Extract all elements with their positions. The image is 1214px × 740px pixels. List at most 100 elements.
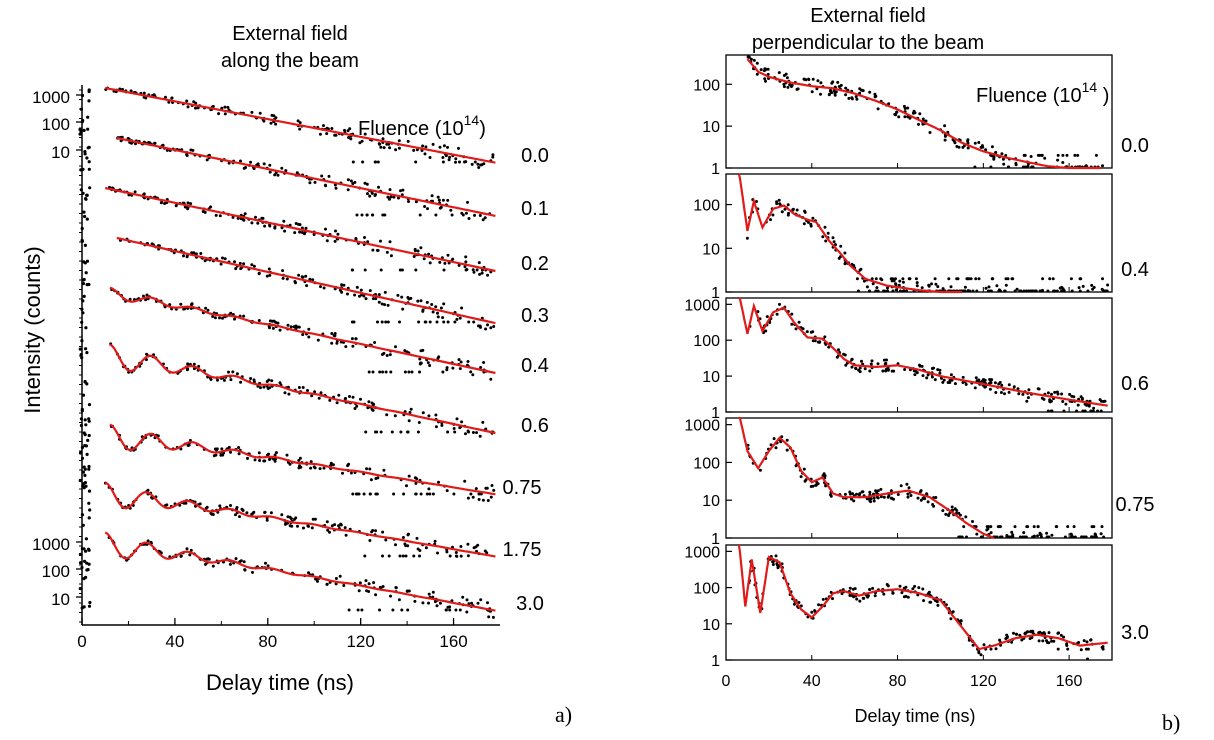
panel-a-data-point-0.3 [281,276,285,280]
panel-a-data-point-0.3 [304,274,308,278]
panel-a-data-point-0.1 [324,184,328,188]
panel-b-data-point-0.0 [1101,164,1104,168]
panel-a-data-point-0.75 [489,495,493,499]
panel-b-data-point-3.0 [817,603,821,607]
panel-a-data-point-0.2 [363,268,367,272]
panel-a-data-point-1.75 [415,536,419,540]
panel-b-data-point-0.75 [1092,535,1096,539]
panel-a-data-point-0.1 [308,181,312,185]
panel-a-data-point-0.3 [492,325,496,328]
panel-b-data-point-3.0 [855,597,859,601]
panel-a-data-point-1.75 [184,501,188,505]
panel-a-data-point-0.0 [318,132,322,136]
panel-a-data-point-0.4 [307,327,311,331]
panel-b-data-point-3.0 [1065,644,1069,647]
panel-b-data-point-0.6 [912,369,916,373]
panel-b-data-point-0.4 [780,210,784,214]
panel-b-data-point-0.75 [989,531,993,535]
panel-a-prompt-point [87,501,91,505]
panel-a-data-point-0.4 [297,325,301,329]
panel-b-data-point-0.0 [1031,165,1035,169]
panel-b-data-point-3.0 [913,584,917,588]
panel-b-data-point-0.0 [816,79,820,83]
panel-a-prompt-point [83,152,87,156]
panel-b-data-point-0.75 [944,512,948,516]
panel-a-data-point-0.0 [269,121,273,125]
panel-b-data-point-3.0 [792,602,796,606]
panel-a-data-point-3.0 [189,548,193,552]
panel-a-data-point-0.4 [469,370,473,374]
panel-a-data-point-0.1 [191,148,195,152]
panel-b-data-point-3.0 [1023,632,1027,636]
panel-a-ytick-bottom-1000: 1000 [32,535,70,554]
panel-a-prompt-point [87,403,92,407]
panel-a-data-point-0.75 [267,452,270,456]
panel-a-data-point-0.4 [378,370,382,374]
panel-a-data-point-3.0 [465,610,469,614]
panel-a-data-point-0.1 [397,196,400,200]
panel-a-data-point-0.6 [464,432,467,436]
panel-b-data-point-0.0 [918,112,922,116]
panel-b-data-point-0.0 [924,119,928,123]
panel-a-prompt-point [80,320,84,324]
panel-a-data-point-0.2 [427,252,431,256]
panel-a-data-point-0.4 [218,316,221,320]
panel-a-data-point-0.0 [387,142,391,146]
panel-b-data-point-0.4 [1041,277,1045,281]
panel-b-data-point-0.4 [898,279,902,283]
panel-b-data-point-0.0 [989,165,993,169]
panel-b-data-point-0.75 [829,494,833,498]
panel-a-data-point-3.0 [243,568,247,572]
panel-a-data-point-0.0 [347,136,351,139]
panel-a-data-point-0.6 [453,430,457,434]
panel-a-data-point-0.75 [273,457,277,461]
panel-b-data-point-0.6 [989,381,993,385]
panel-a-fluence-label-0.75: 0.75 [503,477,542,499]
panel-b-subplot-frame-0.6 [725,297,1113,413]
panel-a-data-point-0.0 [447,158,451,162]
panel-b-data-point-3.0 [902,586,906,590]
panel-a-data-point-0.1 [478,214,482,217]
panel-b-data-point-0.4 [1003,289,1007,293]
panel-b-data-point-0.6 [1021,392,1025,396]
panel-a-prompt-point [82,605,86,609]
panel-b-data-point-0.6 [1025,399,1029,403]
panel-a-plot: 0 40 80 120 160 0.0 0.1 0.2 0.3 0.4 0.6 0.75 1.75 3.0 [76,85,549,651]
panel-a-prompt-point [83,380,87,384]
panel-a-prompt-point [84,484,88,488]
panel-a-data-point-0.0 [217,112,221,116]
panel-a-data-point-0.2 [438,260,442,264]
panel-a-prompt-point [83,473,87,477]
panel-a-data-point-0.3 [436,311,439,315]
panel-b-subplot-frame-0.4 [725,173,1113,293]
panel-a-data-point-0.2 [163,202,167,205]
panel-b-ytick-label: 10 [702,493,720,510]
panel-a-data-point-0.0 [482,162,486,166]
panel-b-data-point-0.75 [999,535,1003,539]
panel-b-data-point-0.6 [942,378,946,382]
panel-a-data-point-3.0 [207,557,211,561]
panel-b-data-point-0.0 [755,61,759,65]
panel-a-data-point-0.6 [421,411,425,415]
panel-b-data-point-0.0 [943,124,947,128]
panel-a-data-point-0.2 [325,239,329,243]
panel-b-data-point-0.0 [810,90,814,94]
panel-b-data-point-0.6 [1060,392,1064,396]
panel-b-data-point-0.4 [974,277,978,281]
panel-a-data-point-1.75 [384,538,388,542]
panel-a-data-point-3.0 [448,608,452,612]
panel-b-data-point-0.0 [966,138,970,142]
panel-b-data-point-0.4 [1025,289,1029,293]
panel-b-ytick-label: 100 [693,77,720,94]
panel-a-data-point-0.0 [428,156,432,159]
panel-b-subplot-frame-0.75 [725,417,1113,539]
panel-b-data-point-0.75 [1084,535,1088,539]
panel-a-data-point-0.75 [402,492,406,496]
panel-a-data-point-1.75 [307,524,310,528]
panel-a-data-point-0.0 [394,148,398,152]
panel-a-data-point-0.2 [477,261,481,265]
panel-b-data-point-0.0 [1076,153,1080,157]
panel-b-data-point-3.0 [1066,647,1070,651]
panel-a-data-point-0.0 [381,137,385,141]
panel-a-data-point-0.3 [486,323,489,327]
